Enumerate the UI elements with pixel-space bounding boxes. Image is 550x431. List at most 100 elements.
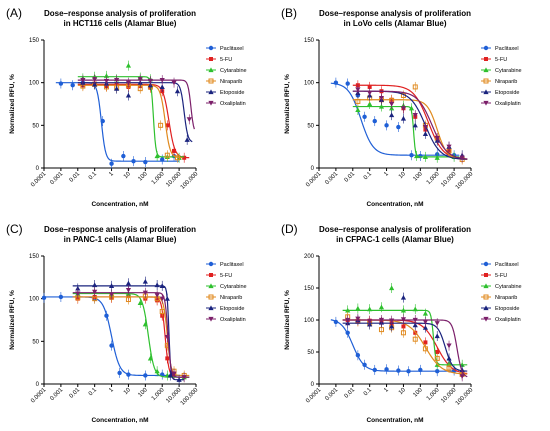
data-point [400,295,407,300]
data-point [459,374,465,379]
data-point [409,153,414,158]
panel-letter: (A) [6,6,22,20]
data-point [159,283,165,288]
data-point [58,294,64,300]
data-point [401,324,406,329]
data-point [400,330,406,336]
fit-curve [44,296,180,377]
data-point [384,367,389,372]
y-tick-label: 150 [29,38,40,44]
data-point [92,289,98,295]
y-axis-label: Normalized RFU, % [284,74,291,134]
x-tick-label: 0.0001 [305,171,323,189]
fit-curve [352,105,460,158]
legend-marker [483,100,489,106]
legend-marker [483,78,489,84]
data-point [345,330,350,335]
data-point [100,118,105,124]
x-tick-label: 100 [137,171,149,183]
x-tick-label: 0.01 [69,171,82,184]
x-tick-label: 0.1 [88,387,99,398]
legend-marker [209,273,213,277]
y-tick-label: 0 [36,166,40,172]
series-paclitaxel [330,316,460,377]
fit-curve [77,83,190,159]
data-point [176,377,182,382]
legend-label: Etoposide [495,306,519,312]
data-point [142,279,148,284]
x-axis-label: Concentration, nM [91,417,148,424]
data-point [446,355,452,361]
x-tick-label: 10 [123,387,132,396]
legend-marker [483,294,489,300]
data-point [345,81,350,86]
data-point [378,95,385,101]
data-point [422,124,429,130]
data-point [412,122,418,128]
data-point [126,372,131,377]
data-point [172,148,177,153]
data-point [186,117,192,122]
data-point [58,81,64,86]
legend-label: Paclitaxel [220,46,244,52]
data-point [367,84,372,89]
data-point [92,282,98,288]
x-tick-label: 100,000 [180,171,200,191]
legend-label: Oxaliplatin [495,101,521,107]
data-point [154,282,160,288]
data-point [396,124,401,130]
x-tick-label: 10 [123,171,132,180]
data-point [104,313,109,318]
data-point [400,317,407,322]
data-point [158,122,164,128]
chart-svg: Dose–response analysis of proliferationi… [9,9,247,208]
data-point [367,319,373,324]
series-oxaliplatin [352,84,468,163]
panel-c: (C) Dose–response analysis of proliferat… [0,216,275,431]
fit-curve [72,292,190,378]
y-tick-label: 150 [304,286,315,292]
legend-marker [208,89,214,95]
x-tick-label: 0.001 [49,387,64,402]
data-point [114,86,120,91]
y-tick-label: 100 [29,297,40,303]
series-etoposide [77,77,193,145]
data-point [412,84,418,90]
y-tick-label: 50 [32,123,39,129]
y-axis-label: Normalized RFU, % [284,290,291,350]
data-point [125,92,132,98]
data-point [372,367,377,373]
data-point [109,161,114,166]
data-point [182,155,187,160]
y-tick-label: 50 [307,123,314,129]
data-point [142,321,148,327]
data-point [154,153,160,159]
x-tick-label: 0.0001 [30,387,48,405]
x-tick-label: 0.0001 [305,387,323,405]
legend-marker [209,57,213,61]
legend-label: Oxaliplatin [495,317,521,323]
data-point [121,153,126,159]
data-point [171,371,177,377]
data-point [184,137,190,142]
data-point [434,355,440,361]
x-tick-label: 100 [137,387,149,399]
data-point [117,370,122,376]
chart-title: in LoVo cells (Alamar Blue) [344,19,447,28]
data-point [446,343,452,349]
data-point [142,290,148,296]
chart-title: Dose–response analysis of proliferation [44,225,196,234]
series-paclitaxel [330,77,460,162]
data-point [422,346,428,352]
legend-label: Etoposide [220,306,244,312]
x-tick-label: 0.001 [324,171,339,186]
legend-label: Cytarabine [220,68,247,74]
series-cytarabine [352,99,460,163]
fit-curve [72,296,190,378]
legend-label: Niraparib [220,79,242,85]
data-point [108,292,115,297]
data-point [154,368,160,374]
legend-marker [483,316,489,322]
data-point [143,373,148,378]
x-tick-label: 1,000 [151,171,166,186]
